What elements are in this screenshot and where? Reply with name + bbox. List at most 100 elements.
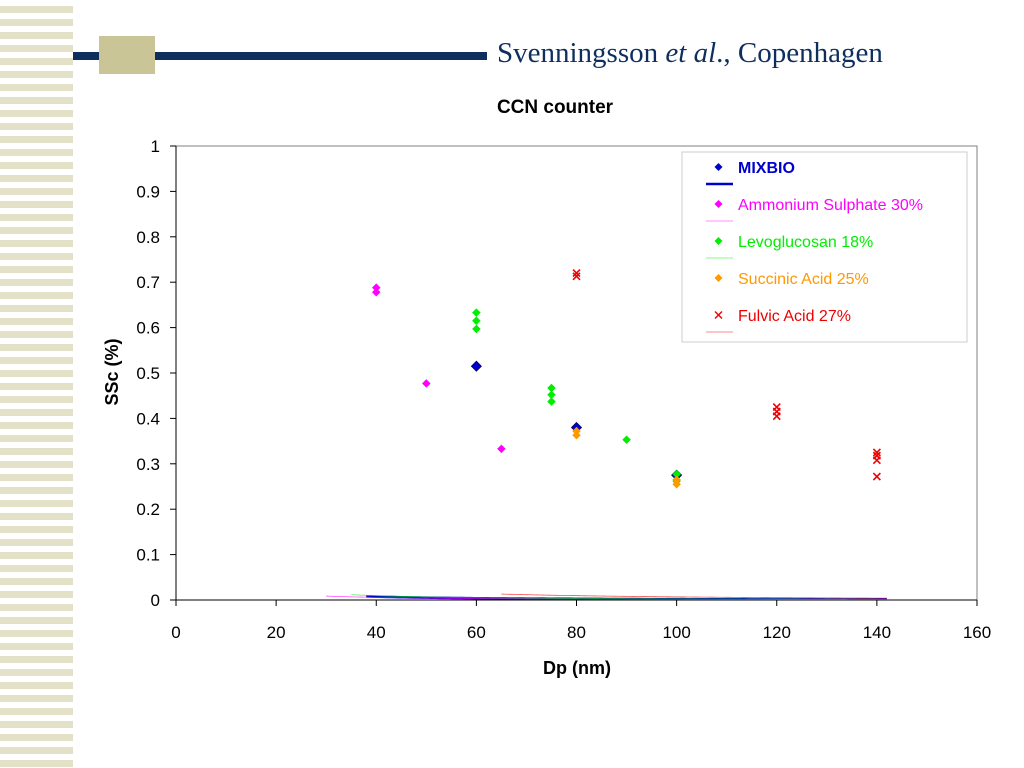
stripe xyxy=(0,539,73,546)
stripe xyxy=(0,19,73,26)
stripe xyxy=(0,45,73,52)
title-etal: et al xyxy=(665,37,717,69)
stripe xyxy=(0,110,73,117)
succinic-acid-25-point xyxy=(672,479,681,489)
fulvic-acid-27-point xyxy=(572,272,581,281)
levoglucosan-18-point xyxy=(622,435,631,445)
stripe xyxy=(0,32,73,39)
stripe xyxy=(0,422,73,429)
stripe xyxy=(0,266,73,273)
fulvic-acid-27-point xyxy=(872,448,881,457)
mixbio-point xyxy=(470,360,482,372)
stripe xyxy=(0,461,73,468)
stripe xyxy=(0,760,73,767)
stripe xyxy=(0,97,73,104)
fulvic-acid-27-point xyxy=(872,472,881,481)
stripe xyxy=(0,435,73,442)
title-location: ., Copenhagen xyxy=(716,37,883,69)
y-tick-label: 0.5 xyxy=(136,364,160,383)
fulvic-acid-27-point xyxy=(572,269,581,278)
x-tick-label: 40 xyxy=(367,623,386,642)
legend-item-ammonium-sulphate-30: Ammonium Sulphate 30% xyxy=(706,197,923,222)
legend-label: MIXBIO xyxy=(738,160,795,177)
fulvic-acid-27-fit-line xyxy=(501,593,887,599)
stripe xyxy=(0,409,73,416)
ammonium-sulphate-30-series xyxy=(371,283,506,454)
legend-marker xyxy=(714,163,723,171)
stripe xyxy=(0,708,73,715)
stripe xyxy=(0,383,73,390)
y-axis-title: SSc (%) xyxy=(102,338,122,405)
x-axis-title: Dp (nm) xyxy=(543,658,611,678)
stripe xyxy=(0,747,73,754)
y-tick-label: 0.2 xyxy=(136,500,160,519)
stripe xyxy=(0,279,73,286)
stripe xyxy=(0,513,73,520)
y-tick-label: 0.4 xyxy=(136,409,160,428)
y-tick-label: 0.8 xyxy=(136,228,160,247)
levoglucosan-18-point xyxy=(472,324,481,334)
legend-marker xyxy=(714,237,723,245)
stripe xyxy=(0,526,73,533)
legend: MIXBIO Ammonium Sulphate 30% Levoglucosan … xyxy=(681,151,968,343)
header-bar xyxy=(73,52,487,60)
stripe xyxy=(0,487,73,494)
legend-marker xyxy=(714,200,723,208)
y-tick-label: 0.1 xyxy=(136,546,160,565)
legend-item-levoglucosan-18: Levoglucosan 18% xyxy=(706,234,873,259)
y-tick-label: 0.7 xyxy=(136,273,160,292)
x-tick-label: 160 xyxy=(963,623,991,642)
x-tick-label: 100 xyxy=(662,623,690,642)
stripe xyxy=(0,669,73,676)
stripe xyxy=(0,682,73,689)
stripe xyxy=(0,58,73,65)
levoglucosan-18-fit-line xyxy=(351,594,887,600)
stripe xyxy=(0,292,73,299)
stripe xyxy=(0,474,73,481)
stripe xyxy=(0,591,73,598)
ammonium-sulphate-30-point xyxy=(497,444,506,454)
stripe xyxy=(0,188,73,195)
stripe xyxy=(0,201,73,208)
stripe xyxy=(0,552,73,559)
stripe xyxy=(0,721,73,728)
y-tick-label: 1 xyxy=(151,137,160,156)
slide-title: Svenningsson et al., Copenhagen xyxy=(497,36,1017,76)
stripe xyxy=(0,578,73,585)
stripe xyxy=(0,71,73,78)
legend-label: Ammonium Sulphate 30% xyxy=(738,197,923,214)
stripe xyxy=(0,149,73,156)
legend-item-mixbio: MIXBIO xyxy=(706,160,795,186)
stripe xyxy=(0,734,73,741)
legend-label: Levoglucosan 18% xyxy=(738,234,873,251)
stripe xyxy=(0,318,73,325)
stripe xyxy=(0,227,73,234)
stripe xyxy=(0,175,73,182)
x-tick-label: 120 xyxy=(763,623,791,642)
fulvic-acid-27-point xyxy=(872,456,881,465)
stripe xyxy=(0,643,73,650)
stripe xyxy=(0,500,73,507)
stripe xyxy=(0,214,73,221)
stripe xyxy=(0,396,73,403)
x-tick-label: 0 xyxy=(171,623,180,642)
plot-area: 0 20 40 60 80 100 120 140 160 0 0.1 0.2 0.3 0.4 0.5 0.6… xyxy=(136,137,991,642)
chart-title: CCN counter xyxy=(497,97,614,118)
legend-item-succinic-acid-25: Succinic Acid 25% xyxy=(714,271,869,288)
fit-curves xyxy=(326,593,887,600)
stripe xyxy=(0,617,73,624)
stripe xyxy=(0,630,73,637)
y-tick-label: 0.3 xyxy=(136,455,160,474)
legend-label: Fulvic Acid 27% xyxy=(738,308,851,325)
x-tick-label: 60 xyxy=(467,623,486,642)
decorative-stripes xyxy=(0,6,73,767)
x-tick-label: 80 xyxy=(567,623,586,642)
legend-marker xyxy=(714,274,723,282)
title-author: Svenningsson xyxy=(497,37,659,69)
x-tick-label: 20 xyxy=(267,623,286,642)
legend-label: Succinic Acid 25% xyxy=(738,271,869,288)
fulvic-acid-27-point xyxy=(772,412,781,421)
levoglucosan-18-point xyxy=(547,397,556,406)
stripe xyxy=(0,565,73,572)
